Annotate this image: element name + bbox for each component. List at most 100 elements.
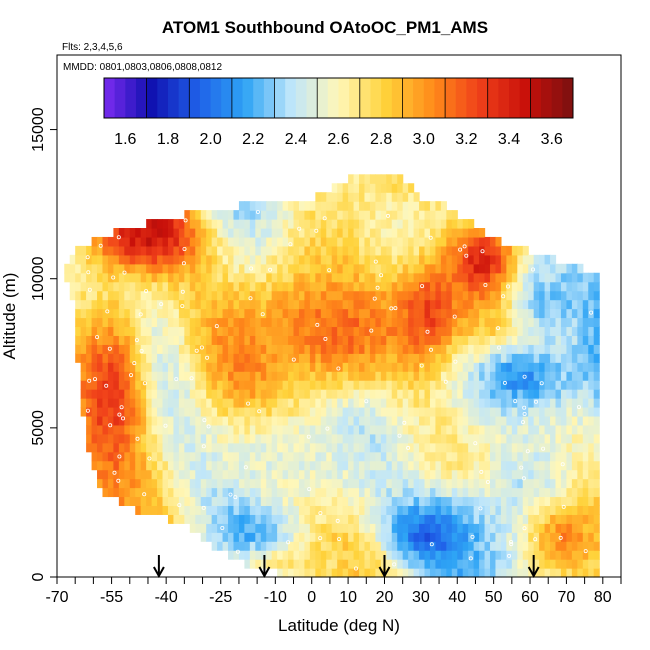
heatmap-cell	[364, 317, 371, 328]
heatmap-cell	[457, 263, 464, 274]
heatmap-cell	[359, 460, 366, 471]
heatmap-cell	[380, 344, 387, 354]
heatmap-cell	[184, 398, 191, 408]
heatmap-cell	[102, 290, 109, 301]
heatmap-cell	[282, 326, 289, 336]
heatmap-cell	[424, 254, 431, 265]
heatmap-cell	[446, 433, 453, 444]
heatmap-cell	[195, 406, 202, 417]
heatmap-cell	[206, 335, 213, 345]
heatmap-cell	[517, 245, 524, 256]
heatmap-cell	[146, 272, 153, 283]
heatmap-cell	[380, 308, 387, 319]
heatmap-cell	[353, 183, 360, 193]
heatmap-cell	[462, 236, 469, 247]
heatmap-cell	[238, 487, 245, 498]
heatmap-cell	[184, 326, 191, 336]
heatmap-cell	[468, 371, 475, 381]
heatmap-cell	[233, 335, 240, 345]
heatmap-cell	[593, 326, 600, 336]
heatmap-cell	[288, 380, 295, 390]
heatmap-cell	[266, 299, 273, 310]
heatmap-cell	[228, 415, 235, 426]
heatmap-cell	[342, 317, 349, 328]
heatmap-cell	[211, 424, 218, 435]
heatmap-cell	[528, 353, 535, 363]
heatmap-cell	[566, 487, 573, 498]
heatmap-cell	[588, 478, 595, 489]
heatmap-cell	[315, 254, 322, 265]
heatmap-cell	[391, 281, 398, 292]
heatmap-cell	[206, 362, 213, 372]
heatmap-cell	[97, 344, 104, 354]
sample-point	[147, 456, 152, 461]
heatmap-cell	[200, 219, 207, 229]
heatmap-cell	[353, 380, 360, 390]
heatmap-cell	[369, 424, 376, 435]
heatmap-cell	[298, 219, 306, 229]
heatmap-cell	[167, 326, 175, 336]
colorbar-tick-label: 2.8	[370, 131, 392, 148]
heatmap-cell	[211, 353, 218, 363]
heatmap-cell	[282, 317, 289, 328]
heatmap-cell	[266, 433, 273, 444]
heatmap-cell	[217, 523, 224, 533]
heatmap-cell	[582, 344, 589, 354]
heatmap-cell	[577, 442, 584, 453]
heatmap-cell	[495, 460, 502, 471]
heatmap-cell	[364, 272, 371, 283]
heatmap-cell	[419, 541, 426, 551]
heatmap-cell	[146, 433, 153, 444]
heatmap-cell	[151, 263, 158, 274]
heatmap-cell	[271, 406, 278, 417]
heatmap-cell	[566, 290, 573, 301]
heatmap-cell	[544, 433, 551, 444]
heatmap-cell	[173, 317, 180, 328]
heatmap-cell	[566, 514, 573, 524]
heatmap-cell	[277, 335, 284, 345]
heatmap-cell	[484, 424, 491, 435]
heatmap-cell	[238, 371, 245, 381]
heatmap-cell	[167, 496, 175, 507]
heatmap-cell	[157, 478, 164, 489]
heatmap-cell	[440, 362, 447, 372]
heatmap-cell	[364, 281, 371, 292]
heatmap-cell	[500, 335, 507, 345]
heatmap-cell	[550, 505, 557, 515]
heatmap-cell	[304, 523, 311, 533]
heatmap-cell	[304, 514, 311, 524]
x-tick-label: 60	[521, 589, 539, 606]
heatmap-cell	[260, 398, 267, 408]
heatmap-cell	[582, 487, 589, 498]
heatmap-cell	[342, 290, 349, 301]
sample-point	[128, 373, 133, 378]
heatmap-cell	[151, 460, 158, 471]
heatmap-cell	[249, 290, 256, 301]
heatmap-cell	[140, 353, 147, 363]
heatmap-cell	[102, 478, 109, 489]
heatmap-cell	[419, 550, 426, 560]
heatmap-cell	[539, 371, 546, 381]
heatmap-cell	[342, 532, 349, 542]
heatmap-cell	[271, 210, 278, 220]
heatmap-cell	[429, 380, 437, 390]
heatmap-cell	[479, 362, 486, 372]
heatmap-cell	[566, 433, 573, 444]
heatmap-cell	[359, 469, 366, 480]
heatmap-cell	[353, 415, 360, 426]
heatmap-cell	[419, 326, 426, 336]
heatmap-cell	[277, 236, 284, 247]
heatmap-cell	[440, 541, 447, 551]
heatmap-cell	[571, 532, 578, 542]
heatmap-cell	[309, 496, 316, 507]
heatmap-cell	[517, 442, 524, 453]
heatmap-cell	[102, 272, 109, 283]
heatmap-cell	[462, 559, 469, 569]
heatmap-cell	[386, 389, 393, 399]
heatmap-cell	[550, 362, 557, 372]
heatmap-cell	[200, 245, 207, 256]
sample-point	[177, 503, 182, 508]
heatmap-cell	[151, 406, 158, 417]
heatmap-cell	[118, 263, 125, 274]
heatmap-cell	[555, 380, 562, 390]
